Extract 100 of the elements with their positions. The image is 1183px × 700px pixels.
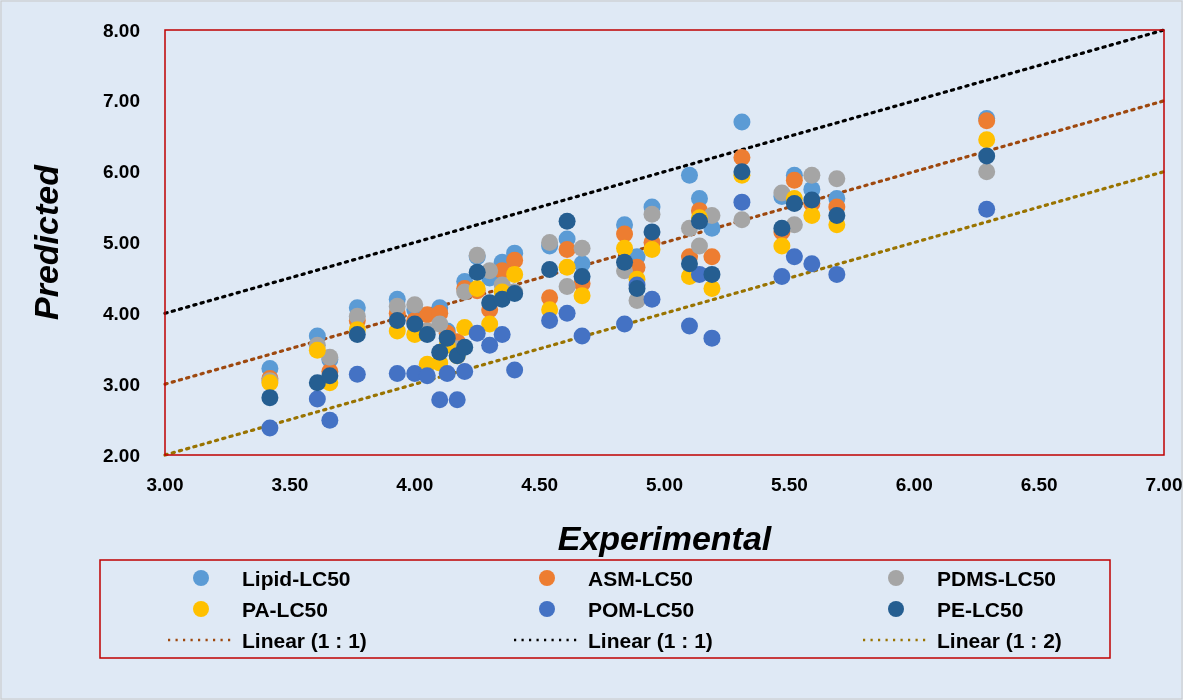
point: [628, 280, 646, 298]
x-tick-label: 4.00: [396, 474, 434, 495]
legend-label: PA-LC50: [242, 597, 328, 621]
point: [493, 326, 511, 344]
point: [703, 265, 721, 283]
legend-label: PDMS-LC50: [937, 566, 1057, 590]
point: [733, 193, 751, 211]
point: [785, 248, 803, 266]
point: [573, 239, 591, 257]
point: [978, 131, 996, 149]
point: [643, 205, 661, 223]
point: [431, 315, 449, 333]
x-tick-label: 3.00: [146, 474, 184, 495]
point: [558, 277, 576, 295]
point: [616, 253, 634, 271]
point: [773, 268, 791, 285]
point: [573, 327, 591, 345]
point: [558, 241, 576, 259]
point: [558, 304, 576, 322]
point: [803, 166, 821, 184]
point: [261, 389, 279, 407]
point: [456, 319, 474, 336]
x-tick-label: 5.50: [770, 474, 808, 495]
point: [978, 147, 996, 165]
point: [616, 225, 634, 243]
x-tick-label: 6.50: [1020, 474, 1058, 495]
legend-label: Linear (1 : 2): [937, 628, 1062, 652]
point: [680, 166, 698, 184]
point: [481, 336, 499, 354]
point: [438, 329, 456, 347]
point: [388, 365, 406, 383]
point: [828, 207, 846, 225]
point: [261, 419, 279, 437]
point: [616, 239, 634, 257]
x-tick-label: 3.50: [271, 474, 309, 495]
point: [431, 391, 449, 409]
legend-label: Lipid-LC50: [242, 566, 351, 590]
y-tick-label: 4.00: [103, 302, 140, 324]
point: [785, 195, 803, 213]
point: [733, 149, 751, 166]
point: [348, 326, 366, 344]
point: [828, 170, 846, 188]
legend-label: PE-LC50: [937, 597, 1024, 621]
point: [643, 290, 661, 308]
y-tick-label: 3.00: [103, 373, 140, 395]
point: [680, 255, 698, 273]
point: [456, 362, 474, 380]
point: [703, 248, 721, 266]
legend-label: POM-LC50: [588, 597, 695, 621]
y-tick-label: 2.00: [103, 444, 140, 466]
point: [643, 241, 661, 259]
point: [785, 171, 803, 189]
point: [643, 223, 661, 241]
point: [418, 326, 436, 344]
point: [481, 315, 499, 333]
point: [733, 113, 751, 131]
point: [978, 163, 996, 181]
point: [388, 311, 406, 329]
point: [541, 311, 559, 329]
y-tick-label: 8.00: [103, 19, 140, 41]
x-tick-label: 5.00: [646, 474, 683, 495]
point: [388, 297, 406, 315]
legend-label: Linear (1 : 1): [242, 628, 367, 652]
y-tick-label: 5.00: [103, 232, 140, 253]
point: [558, 212, 576, 230]
point: [506, 265, 524, 283]
legend-label: Linear (1 : 1): [588, 628, 713, 652]
point: [456, 338, 474, 356]
point: [803, 191, 821, 209]
point: [690, 237, 708, 255]
point: [308, 341, 326, 359]
x-axis-title: Experimental: [557, 519, 773, 557]
point: [803, 255, 821, 273]
y-tick-label: 7.00: [103, 90, 140, 112]
point: [406, 315, 424, 333]
point: [703, 280, 721, 298]
point: [773, 237, 791, 255]
point: [418, 367, 436, 385]
point: [431, 343, 449, 361]
point: [773, 219, 791, 237]
point: [703, 329, 721, 347]
point: [506, 361, 524, 379]
point: [541, 260, 559, 278]
legend-label: ASM-LC50: [588, 566, 694, 590]
point: [573, 287, 591, 305]
point: [616, 315, 634, 333]
x-tick-label: 6.00: [895, 474, 933, 495]
y-axis-title: Predicted: [27, 163, 65, 320]
point: [406, 296, 424, 314]
point: [680, 317, 698, 335]
point: [308, 374, 326, 392]
x-tick-label: 7.00: [1145, 474, 1183, 495]
point: [308, 390, 326, 408]
point: [468, 324, 486, 342]
point: [828, 265, 846, 283]
point: [321, 367, 339, 385]
point: [348, 365, 366, 383]
x-tick-label: 4.50: [521, 474, 559, 495]
point: [438, 365, 456, 383]
y-tick-label: 6.00: [103, 161, 140, 183]
